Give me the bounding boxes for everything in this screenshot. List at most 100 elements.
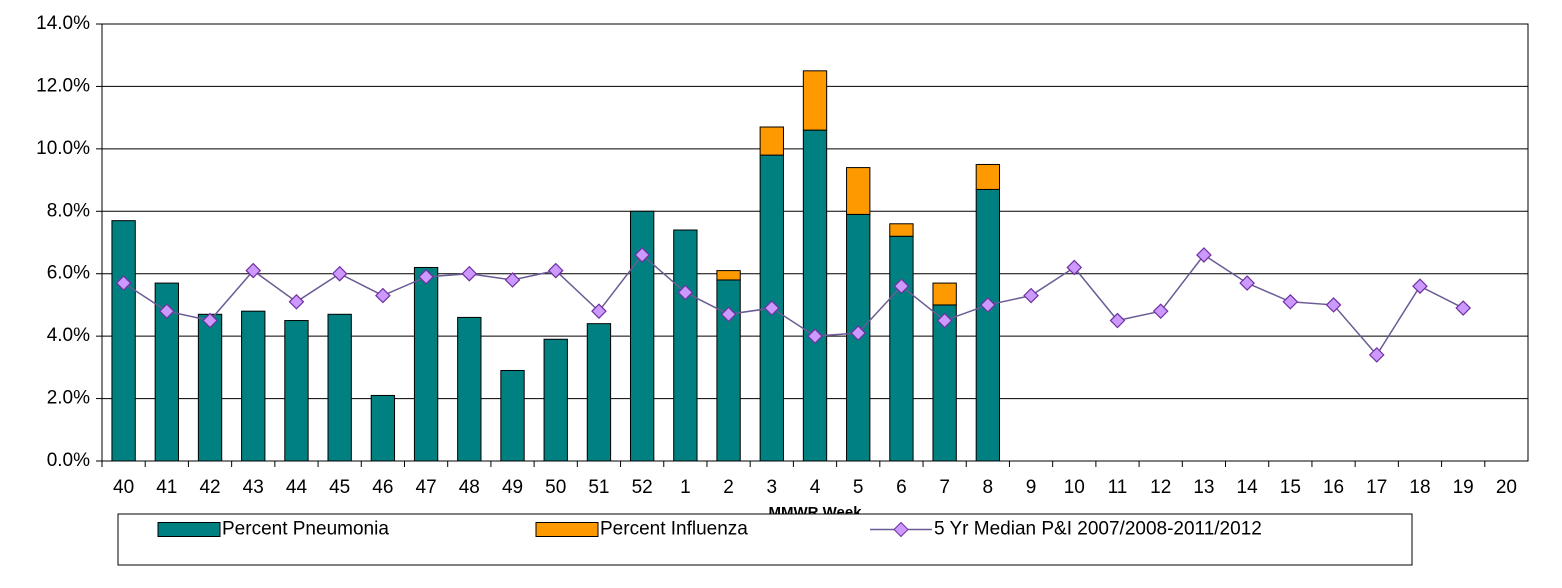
bar bbox=[543, 338, 568, 462]
marker bbox=[591, 303, 607, 320]
bar bbox=[975, 163, 1001, 190]
x-tick-label: 42 bbox=[199, 477, 220, 498]
marker bbox=[331, 265, 348, 282]
bar bbox=[802, 70, 828, 131]
marker bbox=[158, 303, 175, 320]
marker bbox=[504, 272, 521, 288]
marker bbox=[1066, 259, 1083, 276]
x-tick-label: 2 bbox=[723, 477, 734, 498]
marker bbox=[547, 262, 564, 279]
marker bbox=[115, 275, 132, 291]
marker bbox=[1412, 278, 1428, 295]
x-tick-label: 17 bbox=[1366, 477, 1387, 498]
bar bbox=[889, 223, 914, 237]
bar bbox=[846, 167, 871, 215]
marker bbox=[763, 300, 780, 316]
bar bbox=[716, 270, 741, 281]
bar bbox=[586, 323, 612, 462]
bar bbox=[111, 220, 136, 462]
marker bbox=[375, 287, 391, 304]
x-tick-label: 52 bbox=[632, 477, 653, 498]
x-tick-label: 14 bbox=[1237, 477, 1259, 498]
bar bbox=[241, 310, 266, 462]
legend-swatch bbox=[535, 522, 599, 537]
x-tick-label: 43 bbox=[243, 477, 264, 498]
x-tick-label: 12 bbox=[1150, 477, 1171, 498]
legend-marker bbox=[893, 521, 909, 538]
bar bbox=[889, 235, 914, 462]
x-tick-label: 18 bbox=[1409, 477, 1430, 498]
x-tick-label: 41 bbox=[156, 477, 177, 498]
marker bbox=[850, 325, 867, 341]
marker bbox=[1455, 300, 1472, 316]
y-tick-label: 12.0% bbox=[36, 75, 90, 96]
bar bbox=[327, 313, 352, 462]
x-tick-label: 10 bbox=[1064, 477, 1085, 498]
y-tick-label: 2.0% bbox=[47, 388, 90, 409]
marker bbox=[1152, 303, 1169, 320]
x-tick-label: 7 bbox=[939, 477, 950, 498]
marker bbox=[1282, 293, 1299, 310]
marker bbox=[288, 293, 305, 310]
x-tick-label: 3 bbox=[766, 477, 777, 498]
y-tick-label: 6.0% bbox=[47, 263, 90, 284]
marker bbox=[245, 262, 262, 279]
y-tick-label: 8.0% bbox=[47, 200, 90, 221]
marker bbox=[461, 265, 478, 282]
marker bbox=[936, 312, 953, 329]
bar bbox=[284, 320, 309, 462]
bar bbox=[370, 394, 396, 462]
marker bbox=[1325, 297, 1342, 313]
bar bbox=[500, 369, 525, 462]
y-tick-label: 14.0% bbox=[36, 13, 90, 34]
x-tick-label: 1 bbox=[680, 477, 691, 498]
x-tick-label: 8 bbox=[983, 477, 994, 498]
marker bbox=[807, 328, 823, 344]
x-tick-label: 15 bbox=[1280, 477, 1301, 498]
bar bbox=[975, 188, 1001, 462]
marker bbox=[202, 312, 218, 329]
legend-box bbox=[117, 513, 1413, 566]
marker bbox=[1023, 287, 1039, 304]
x-tick-label: 44 bbox=[286, 477, 308, 498]
marker bbox=[720, 306, 737, 323]
legend-label: Percent Pneumonia bbox=[222, 519, 389, 540]
marker bbox=[677, 284, 694, 301]
x-tick-label: 51 bbox=[588, 477, 609, 498]
x-tick-label: 5 bbox=[853, 477, 864, 498]
bar bbox=[154, 282, 179, 462]
bar bbox=[802, 129, 828, 462]
marker bbox=[1196, 247, 1212, 263]
x-tick-label: 9 bbox=[1026, 477, 1037, 498]
bar bbox=[932, 282, 957, 306]
x-tick-label: 16 bbox=[1323, 477, 1344, 498]
marker bbox=[1368, 347, 1385, 363]
bar bbox=[759, 126, 784, 156]
legend-swatch bbox=[157, 522, 221, 537]
x-tick-label: 13 bbox=[1193, 477, 1214, 498]
x-tick-label: 19 bbox=[1453, 477, 1474, 498]
bar bbox=[457, 316, 482, 462]
marker bbox=[893, 278, 910, 295]
x-tick-label: 6 bbox=[896, 477, 907, 498]
marker bbox=[1109, 312, 1126, 329]
y-tick-label: 4.0% bbox=[47, 325, 90, 346]
y-tick-label: 0.0% bbox=[47, 450, 90, 471]
marker bbox=[1239, 275, 1255, 291]
bar bbox=[197, 313, 223, 462]
bar bbox=[413, 266, 439, 462]
x-tick-label: 45 bbox=[329, 477, 350, 498]
x-tick-label: 4 bbox=[810, 477, 821, 498]
x-tick-label: 20 bbox=[1496, 477, 1517, 498]
x-tick-label: 47 bbox=[416, 477, 437, 498]
bar bbox=[673, 229, 698, 462]
marker bbox=[980, 297, 996, 313]
bar bbox=[629, 210, 655, 462]
legend-label: Percent Influenza bbox=[600, 519, 748, 540]
x-tick-label: 49 bbox=[502, 477, 523, 498]
marker bbox=[634, 247, 650, 263]
x-tick-label: 48 bbox=[459, 477, 480, 498]
x-tick-label: 11 bbox=[1108, 477, 1128, 498]
x-tick-label: 46 bbox=[372, 477, 393, 498]
